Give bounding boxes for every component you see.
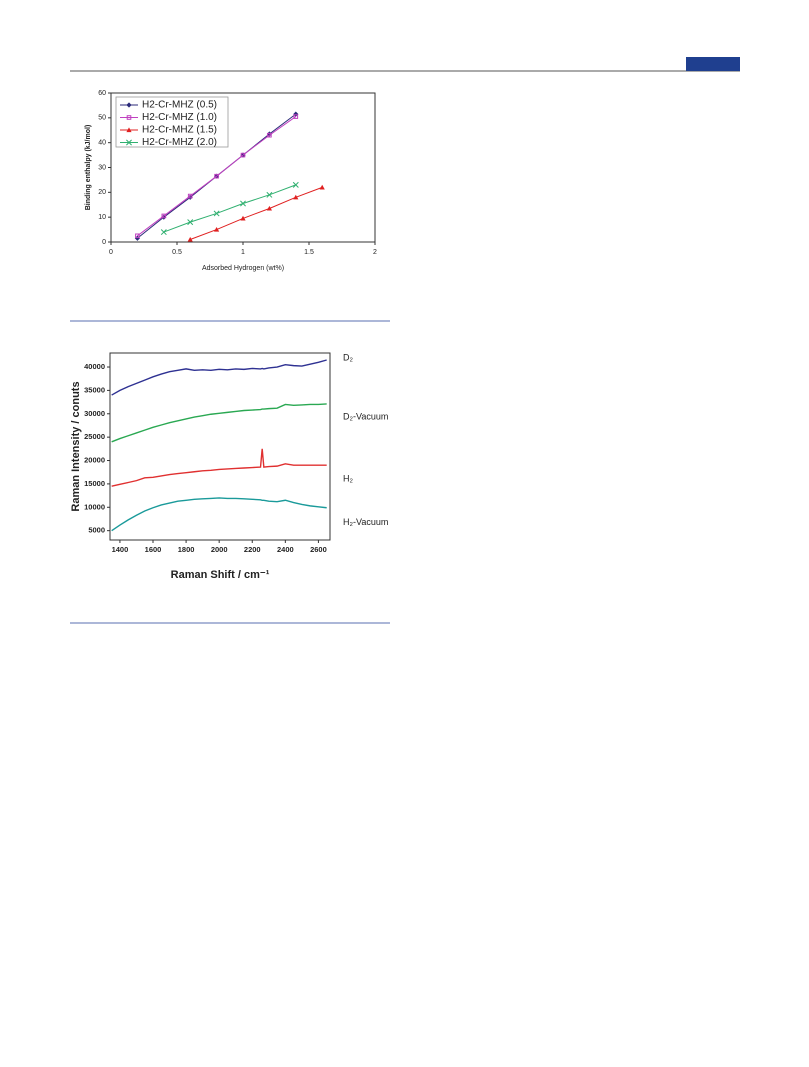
marker — [319, 184, 325, 190]
y-tick-label: 60 — [98, 90, 106, 97]
series-line — [111, 448, 327, 487]
legend-label: H2-Cr-MHZ (0.5) — [142, 100, 217, 111]
marker — [213, 210, 220, 217]
x-tick-label: 2 — [373, 249, 377, 256]
x-tick-label: 1400 — [112, 545, 129, 554]
series-label: H₂-Vacuum — [343, 517, 388, 527]
y-tick-label: 5000 — [88, 526, 105, 535]
y-tick-label: 35000 — [84, 385, 105, 394]
x-axis-label: Raman Shift / cm⁻¹ — [171, 569, 270, 581]
marker — [214, 226, 220, 232]
x-tick-label: 1600 — [145, 545, 162, 554]
legend-label: H2-Cr-MHZ (1.5) — [142, 125, 217, 136]
marker — [126, 139, 132, 146]
marker — [126, 127, 132, 133]
marker — [293, 194, 299, 200]
series-line — [190, 186, 323, 240]
marker — [266, 191, 273, 198]
series-line — [111, 359, 327, 396]
marker — [161, 213, 167, 219]
x-tick-label: 1.5 — [304, 249, 314, 256]
series-label: D₂-Vacuum — [343, 411, 388, 421]
x-tick-label: 2200 — [244, 545, 261, 554]
y-tick-label: 25000 — [84, 432, 105, 441]
marker — [240, 215, 246, 221]
y-tick-label: 30000 — [84, 409, 105, 418]
series-line — [137, 116, 297, 237]
x-axis-label: Adsorbed Hydrogen (wt%) — [202, 265, 284, 272]
y-tick-label: 15000 — [84, 479, 105, 488]
y-axis-label: Raman Intensity / conuts — [70, 381, 82, 511]
plot-frame — [109, 352, 331, 541]
y-tick-label: 20000 — [84, 456, 105, 465]
marker — [292, 181, 299, 188]
marker — [187, 193, 193, 199]
y-tick-label: 30 — [98, 164, 106, 171]
marker — [126, 102, 132, 108]
series-line — [111, 497, 327, 532]
marker — [267, 132, 272, 138]
series-label: D₂ — [343, 352, 353, 362]
marker — [160, 229, 167, 236]
x-tick-label: 1800 — [178, 545, 195, 554]
marker — [266, 131, 272, 137]
legend-label: H2-Cr-MHZ (1.0) — [142, 112, 217, 123]
marker — [187, 236, 193, 242]
y-tick-label: 10000 — [84, 502, 105, 511]
marker — [187, 219, 194, 226]
x-tick-label: 1 — [241, 249, 245, 256]
marker — [214, 173, 219, 179]
marker — [126, 115, 132, 120]
marker — [135, 233, 140, 239]
y-axis-label: Binding enthalpy (kJ/mol) — [85, 125, 92, 211]
marker — [293, 111, 299, 117]
x-tick-label: 2600 — [310, 545, 327, 554]
y-tick-label: 50 — [98, 115, 106, 122]
series-line — [163, 184, 296, 233]
header-block — [686, 57, 740, 71]
series-label: H₂ — [343, 474, 353, 484]
marker — [240, 200, 246, 207]
legend-label: H2-Cr-MHZ (2.0) — [142, 137, 217, 148]
x-tick-label: 2400 — [277, 545, 294, 554]
marker — [240, 152, 246, 158]
x-tick-label: 0 — [109, 249, 113, 256]
x-tick-label: 2000 — [211, 545, 228, 554]
y-tick-label: 10 — [98, 214, 106, 221]
marker — [266, 205, 272, 211]
series-line — [111, 403, 327, 443]
y-tick-label: 20 — [98, 189, 106, 196]
x-tick-label: 0.5 — [172, 249, 182, 256]
y-tick-label: 40 — [98, 140, 106, 147]
marker — [293, 114, 299, 119]
y-tick-label: 0 — [102, 239, 106, 246]
y-tick-label: 40000 — [84, 362, 105, 371]
